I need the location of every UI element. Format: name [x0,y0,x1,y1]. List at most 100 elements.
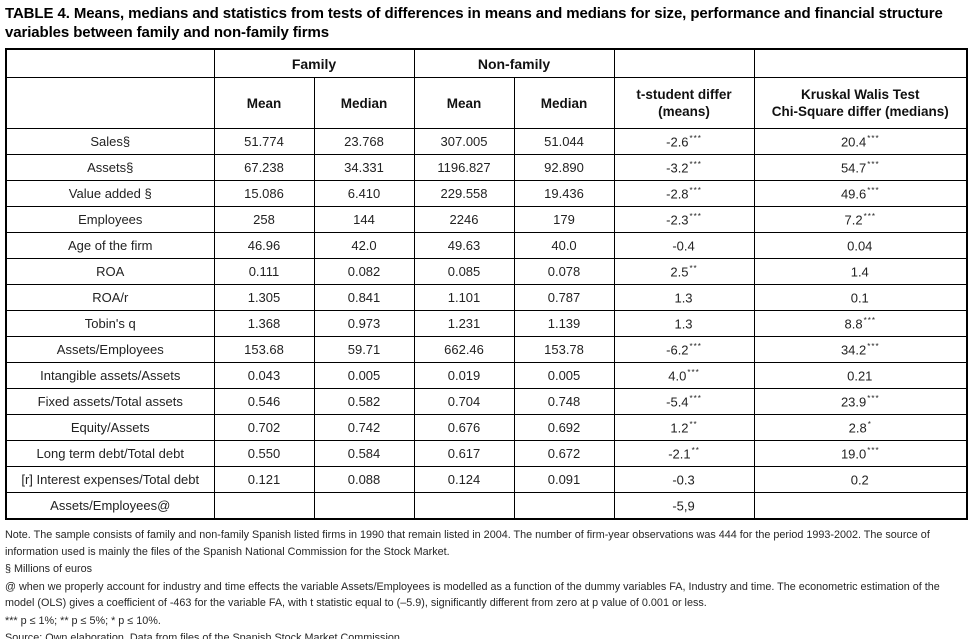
cell-family-mean: 51.774 [213,128,315,155]
t-value: -5,9 [672,498,695,514]
t-significance-stars: *** [689,159,702,169]
cell-nonfamily-mean: 229.558 [413,180,515,207]
table-row: Assets/Employees@ -5,9 [5,492,968,520]
cell-family-median: 0.973 [313,310,415,337]
cell-nonfamily-mean: 1.231 [413,310,515,337]
t-value: 2.5 [670,264,689,280]
cell-family-median: 59.71 [313,336,415,363]
cell-nonfamily-mean: 0.085 [413,258,515,285]
cell-family-mean: 0.702 [213,414,315,441]
cell-kruskal: 1.4 [753,258,968,285]
header-t-student-line1: t-student differ [636,87,732,102]
row-label: Value added § [5,180,215,207]
table-row: Sales§ 51.774 23.768 307.005 51.044 -2.6… [5,128,968,155]
cell-t-student: 2.5** [613,258,755,285]
kw-significance-stars: * [867,419,872,429]
kw-value: 1.4 [850,264,869,280]
cell-nonfamily-mean: 1.101 [413,284,515,311]
cell-t-student: -3.2*** [613,154,755,181]
cell-nonfamily-median: 0.091 [513,466,615,493]
cell-t-student: 1.2** [613,414,755,441]
cell-kruskal: 49.6*** [753,180,968,207]
cell-nonfamily-mean: 307.005 [413,128,515,155]
header-kruskal: Kruskal Walis Test Chi-Square differ (med… [753,77,968,129]
row-label: Tobin's q [5,310,215,337]
cell-family-median: 144 [313,206,415,233]
cell-nonfamily-median: 0.748 [513,388,615,415]
kw-significance-stars: *** [863,211,876,221]
cell-nonfamily-mean: 0.676 [413,414,515,441]
cell-nonfamily-mean: 0.704 [413,388,515,415]
kw-significance-stars: *** [867,393,880,403]
cell-kruskal: 7.2*** [753,206,968,233]
cell-nonfamily-median: 92.890 [513,154,615,181]
t-value: -0.3 [672,472,695,488]
cell-nonfamily-mean: 0.124 [413,466,515,493]
row-label: Sales§ [5,128,215,155]
cell-family-mean: 0.550 [213,440,315,467]
header-blank-kw [753,48,968,78]
t-significance-stars: *** [689,341,702,351]
cell-t-student: 1.3 [613,310,755,337]
kw-significance-stars: *** [867,133,880,143]
cell-nonfamily-median: 19.436 [513,180,615,207]
t-value: -2.3 [666,212,689,228]
t-significance-stars: ** [689,419,698,429]
t-significance-stars: ** [689,263,698,273]
table-row: Fixed assets/Total assets 0.546 0.582 0.… [5,388,968,415]
cell-nonfamily-mean: 662.46 [413,336,515,363]
cell-nonfamily-median: 153.78 [513,336,615,363]
cell-t-student: -0.4 [613,232,755,259]
cell-nonfamily-mean: 0.617 [413,440,515,467]
footnote-at-symbol: @ when we properly account for industry … [5,580,940,610]
table-row: Assets/Employees 153.68 59.71 662.46 153… [5,336,968,363]
kw-value: 49.6 [840,186,867,202]
cell-family-mean: 258 [213,206,315,233]
cell-family-median: 6.410 [313,180,415,207]
kw-value: 54.7 [840,160,867,176]
table-row: Tobin's q 1.368 0.973 1.231 1.139 1.3 8.… [5,310,968,337]
cell-kruskal: 20.4*** [753,128,968,155]
cell-family-mean: 67.238 [213,154,315,181]
kw-significance-stars: *** [867,185,880,195]
footnote-millions-euros: § Millions of euros [5,563,93,575]
cell-kruskal: 8.8*** [753,310,968,337]
cell-t-student: 4.0*** [613,362,755,389]
cell-nonfamily-median: 0.078 [513,258,615,285]
cell-family-mean: 46.96 [213,232,315,259]
t-value: 1.3 [674,290,693,306]
cell-family-mean: 1.368 [213,310,315,337]
cell-family-median: 0.582 [313,388,415,415]
cell-nonfamily-mean: 0.019 [413,362,515,389]
kw-value: 0.04 [847,238,873,254]
cell-family-median: 0.082 [313,258,415,285]
t-value: -0.4 [672,238,695,254]
cell-nonfamily-median: 0.005 [513,362,615,389]
t-value: -6.2 [666,342,689,358]
kw-value: 34.2 [840,342,867,358]
cell-family-mean: 153.68 [213,336,315,363]
cell-kruskal: 0.2 [753,466,968,493]
cell-kruskal: 0.21 [753,362,968,389]
row-label: Employees [5,206,215,233]
footnote-significance-levels: *** p ≤ 1%; ** p ≤ 5%; * p ≤ 10%. [5,614,161,627]
cell-family-mean: 0.043 [213,362,315,389]
kw-value: 2.8 [848,420,867,436]
footnotes-block: Note. The sample consists of family and … [5,527,966,639]
cell-nonfamily-median: 1.139 [513,310,615,337]
kw-value: 0.2 [850,472,869,488]
header-family: Family [213,48,415,78]
row-label: [r] Interest expenses/Total debt [5,466,215,493]
table-row: Assets§ 67.238 34.331 1196.827 92.890 -3… [5,154,968,181]
header-nonfamily-median: Median [513,77,615,129]
t-value: -2.8 [666,186,689,202]
cell-kruskal: 23.9*** [753,388,968,415]
t-value: 1.2 [670,420,689,436]
cell-t-student: -6.2*** [613,336,755,363]
cell-family-mean: 1.305 [213,284,315,311]
cell-t-student: -2.1** [613,440,755,467]
cell-t-student: -5.4*** [613,388,755,415]
footnote-source: Source: Own elaboration. Data from files… [5,632,403,639]
header-blank-t [613,48,755,78]
